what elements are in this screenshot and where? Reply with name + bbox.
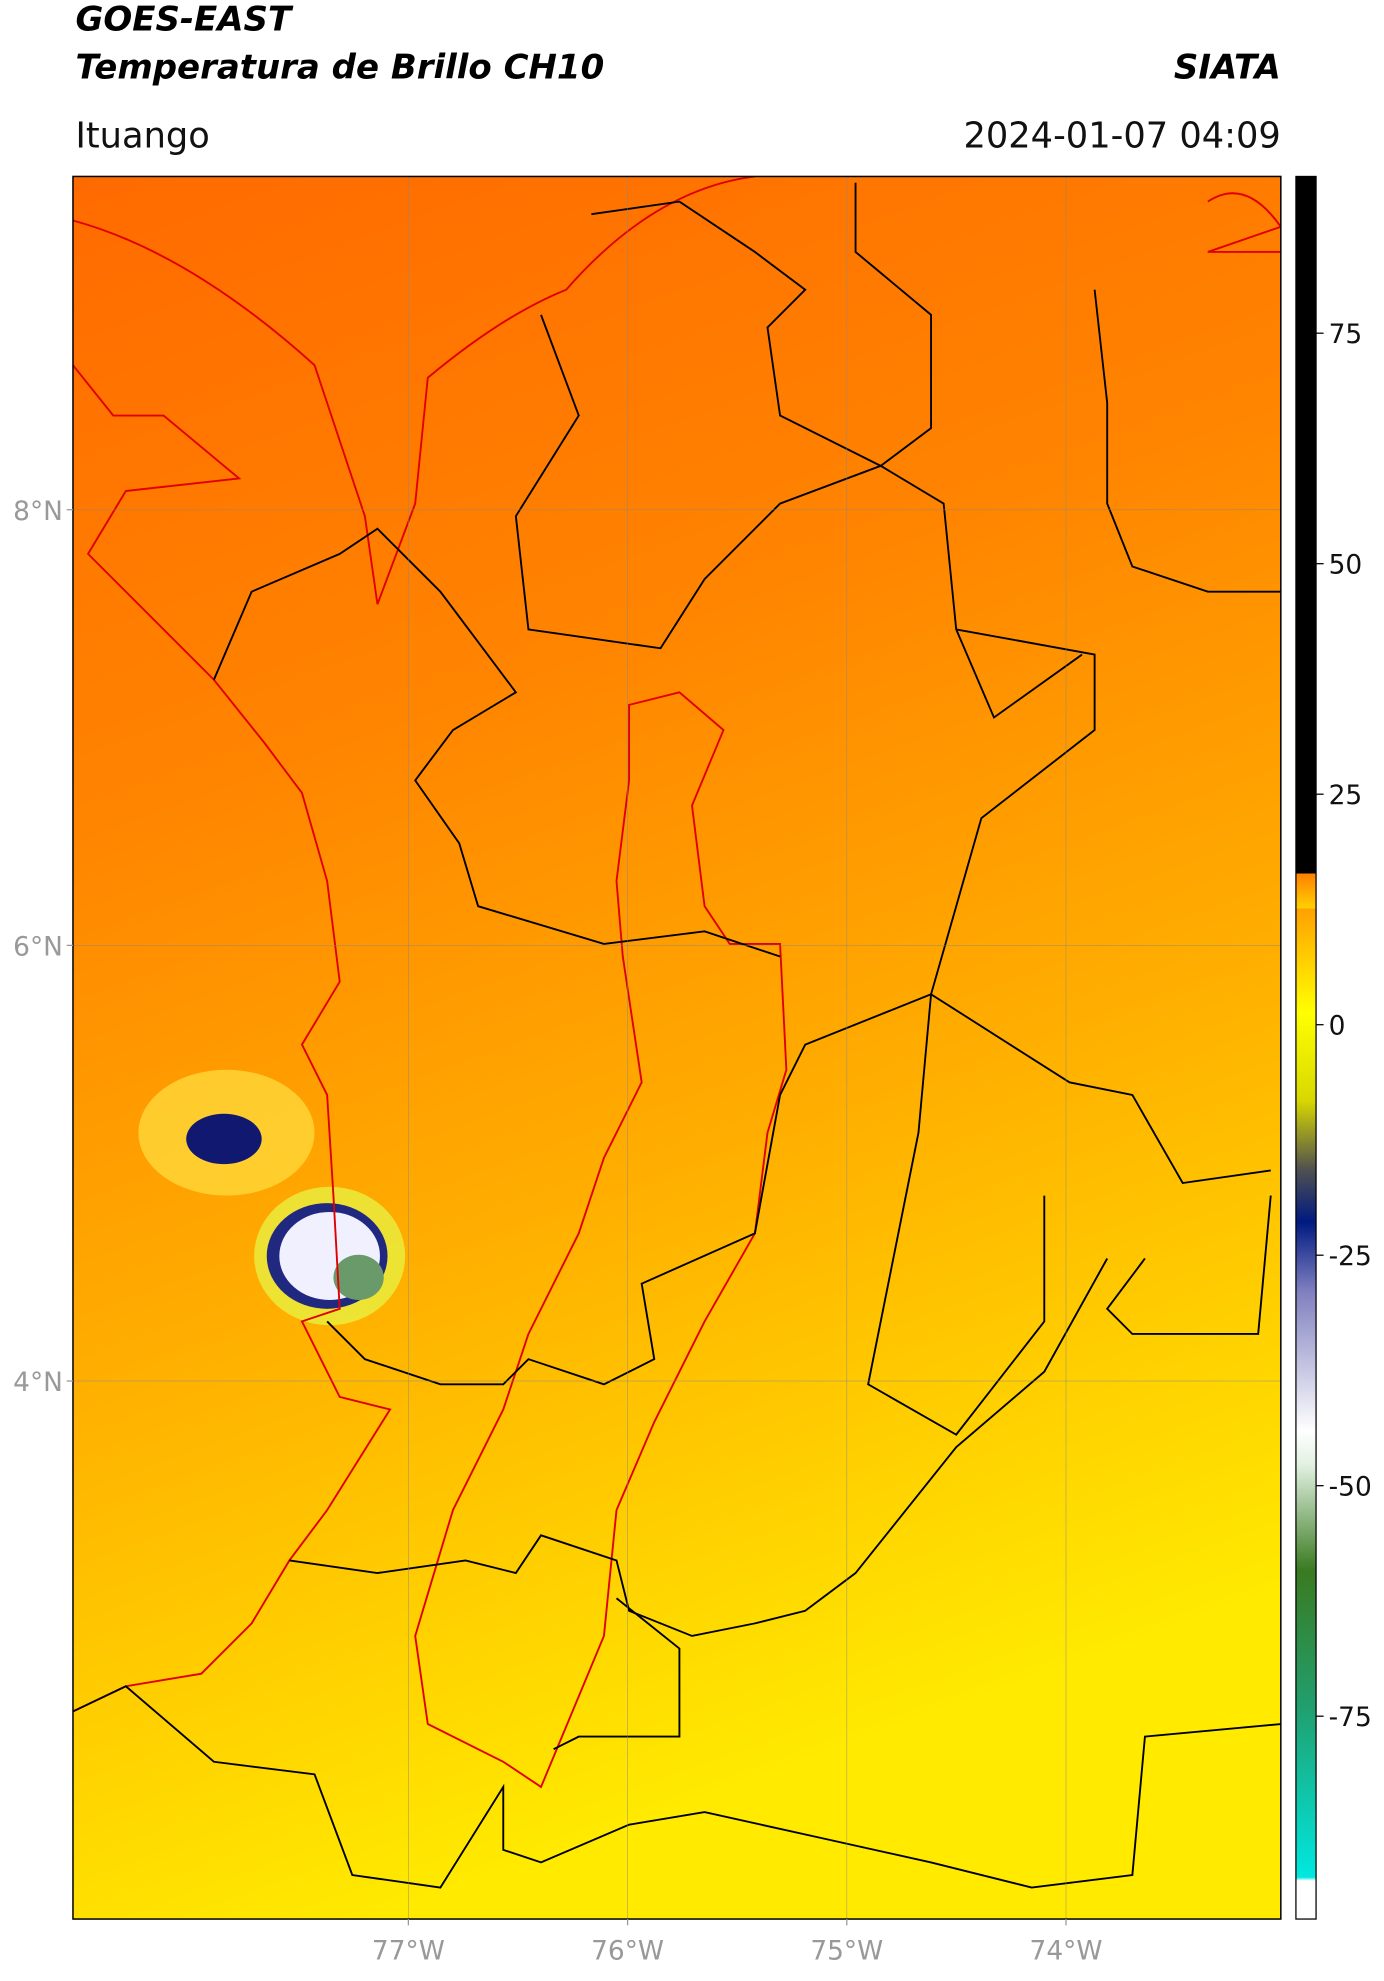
colorbar-tick-label: -50: [1329, 1472, 1372, 1503]
grid: [72, 176, 1281, 1920]
x-tick-label: 76°W: [591, 1935, 664, 1966]
colorbar-tick-label: -25: [1329, 1241, 1372, 1272]
cloud: [333, 1254, 384, 1301]
map: [72, 176, 1281, 1920]
colorbar-tick-label: 50: [1329, 550, 1363, 581]
x-tick-label: 75°W: [810, 1935, 883, 1966]
borders: [72, 182, 1281, 1889]
coastline: [72, 176, 1281, 1789]
colorbar-tick-label: 75: [1329, 319, 1363, 350]
y-tick-label: 6°N: [13, 931, 63, 962]
colorbar-tick-label: 25: [1329, 780, 1363, 811]
location: Ituango: [75, 116, 209, 157]
x-tick-label: 77°W: [372, 1935, 445, 1966]
colorbar-tick-label: 0: [1329, 1011, 1346, 1042]
brand: SIATA: [1174, 47, 1281, 87]
title: GOES-EAST: [75, 0, 293, 40]
colorbar: [1295, 175, 1317, 1920]
x-tick-label: 74°W: [1030, 1935, 1103, 1966]
datetime: 2024-01-07 04:09: [963, 116, 1280, 157]
ticks: 77°W 76°W 75°W 74°W 4°N 6°N 8°N -75 -50 -25 0 25 50 7…: [13, 319, 1372, 1966]
background: [72, 176, 1281, 1920]
subtitle: Temperatura de Brillo CH10: [75, 47, 604, 87]
y-tick-label: 8°N: [13, 496, 63, 527]
colorbar-tick-label: -75: [1329, 1702, 1372, 1733]
cloud: [186, 1113, 262, 1165]
map-frame: [72, 175, 1282, 1920]
y-tick-label: 4°N: [13, 1367, 63, 1398]
